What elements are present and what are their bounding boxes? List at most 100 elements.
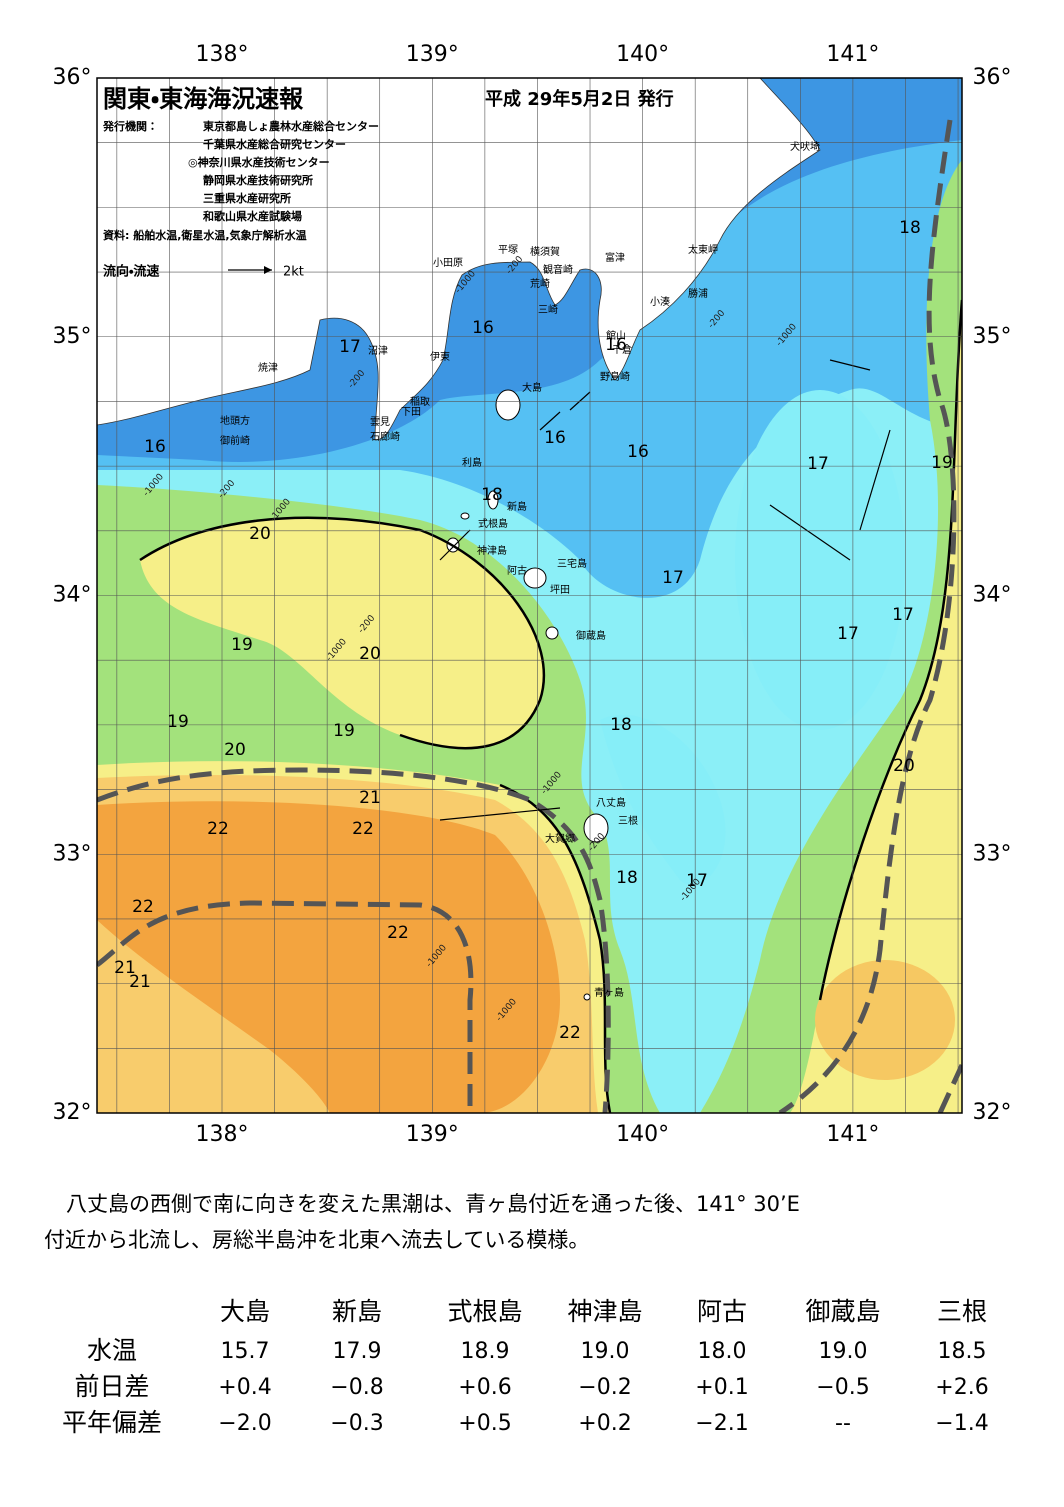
place-name: 大島 <box>522 381 542 394</box>
place-name: 阿古 <box>507 564 527 577</box>
map-frame <box>96 77 963 1114</box>
isotherm-label: 21 <box>129 972 151 992</box>
arrow <box>569 391 591 411</box>
isotherm-label: 20 <box>359 644 381 664</box>
place-name: 千倉 <box>612 344 632 356</box>
arrow <box>439 529 471 561</box>
table-cell: +0.2 <box>578 1411 631 1436</box>
isotherm-label: 19 <box>167 712 189 732</box>
sea-17 <box>600 714 726 886</box>
contour <box>499 783 612 1113</box>
isotherm-label: 19 <box>333 721 355 741</box>
contour <box>139 516 546 750</box>
island <box>583 993 591 1001</box>
isotherm-label: 22 <box>352 819 374 839</box>
lon-label: 139° <box>406 1122 459 1147</box>
place-name: 焼津 <box>258 362 278 374</box>
summary-text: 付近から北流し、房総半島沖を北東へ流去している模様。 <box>44 1228 589 1252</box>
contour <box>818 299 962 1001</box>
table-cell: −0.3 <box>330 1411 383 1436</box>
table-cell: 18.5 <box>938 1339 987 1364</box>
summary-text: 八丈島の西側で南に向きを変えた黒潮は、青ヶ島付近を通った後、141° 30’E <box>66 1192 800 1216</box>
table-cell: +2.6 <box>935 1375 988 1400</box>
lat-label: 33° <box>53 841 92 866</box>
place-name: 富津 <box>605 251 625 264</box>
place-name: 館山 <box>606 329 626 342</box>
place-name: 御前崎 <box>220 434 250 447</box>
sea-20 <box>790 300 962 1113</box>
isotherm-label: 17 <box>686 871 708 891</box>
lon-label: 140° <box>616 42 669 67</box>
island <box>545 626 559 640</box>
lat-label: 32° <box>973 1100 1012 1125</box>
place-name: 神津島 <box>477 544 507 557</box>
publisher: 東京都島しょ農林水産総合センター <box>203 119 379 133</box>
land <box>97 78 821 441</box>
arrow <box>539 411 561 431</box>
isotherm-label: 22 <box>207 819 229 839</box>
place-name: 青ヶ島 <box>594 986 624 999</box>
isotherm-20 <box>139 299 962 1113</box>
isotherm-label: 22 <box>132 897 154 917</box>
row-label: 平年偏差 <box>62 1408 162 1437</box>
place-name: 野島崎 <box>600 370 630 383</box>
table-header: 大島 <box>220 1297 270 1326</box>
lat-label: 36° <box>53 65 92 90</box>
isotherm-label: 16 <box>472 318 494 338</box>
place-name: 雲見 <box>370 416 390 428</box>
isotherm-label: 17 <box>807 454 829 474</box>
isotherm-label: 17 <box>837 624 859 644</box>
sea-17 <box>735 390 905 730</box>
arrow <box>439 807 561 821</box>
table-cell: −0.2 <box>578 1375 631 1400</box>
place-name: 新島 <box>507 500 527 513</box>
table-cell: +0.1 <box>695 1375 748 1400</box>
isotherm-label: 22 <box>387 923 409 943</box>
flow-legend: 流向・流速 <box>103 264 159 280</box>
isotherm-label: 21 <box>359 788 381 808</box>
place-name: 伊東 <box>430 350 450 363</box>
kuroshio <box>778 119 957 1113</box>
place-name: 大賀郷 <box>545 832 575 845</box>
isotherm-label: 21 <box>114 958 136 978</box>
table-header: 式根島 <box>447 1297 522 1326</box>
place-name: 稲取 <box>410 396 430 408</box>
isotherm-label: 16 <box>627 442 649 462</box>
place-name: 下田 <box>401 407 421 418</box>
table-header: 御蔵島 <box>805 1297 880 1326</box>
publisher-label: 発行機関： <box>102 119 158 133</box>
island <box>460 512 470 520</box>
flow-arrows <box>439 359 891 821</box>
lon-label: 138° <box>196 1122 249 1147</box>
place-name: 観音崎 <box>543 263 573 276</box>
isotherm-label: 17 <box>339 337 361 357</box>
place-name: 地頭方 <box>220 414 250 427</box>
place-name: 平塚 <box>498 244 518 256</box>
place-name: 八丈島 <box>596 796 626 809</box>
lon-label: 140° <box>616 1122 669 1147</box>
arrow <box>769 504 851 561</box>
table-cell: 18.9 <box>461 1339 510 1364</box>
publisher: 千葉県水産総合研究センター <box>203 137 346 151</box>
place-name: 小田原 <box>433 257 463 269</box>
isotherm-label: 16 <box>144 437 166 457</box>
isotherm-label: 18 <box>481 485 503 505</box>
place-name: 三宅島 <box>557 557 587 570</box>
lat-label: 32° <box>53 1100 92 1125</box>
isotherm-label: 16 <box>544 428 566 448</box>
table-cell: −2.1 <box>695 1411 748 1436</box>
isotherm-label: 17 <box>662 568 684 588</box>
table-cell: 17.9 <box>333 1339 382 1364</box>
isotherm-label: 18 <box>616 868 638 888</box>
island <box>487 490 499 510</box>
isotherm-label: 18 <box>610 715 632 735</box>
place-name: 御蔵島 <box>576 629 606 642</box>
place-name: 坪田 <box>550 583 570 596</box>
isotherm-label: 20 <box>224 740 246 760</box>
lat-label: 33° <box>973 841 1012 866</box>
table-cell: -- <box>835 1411 851 1436</box>
isotherm-label: 20 <box>249 524 271 544</box>
place-name: 利島 <box>462 456 482 469</box>
